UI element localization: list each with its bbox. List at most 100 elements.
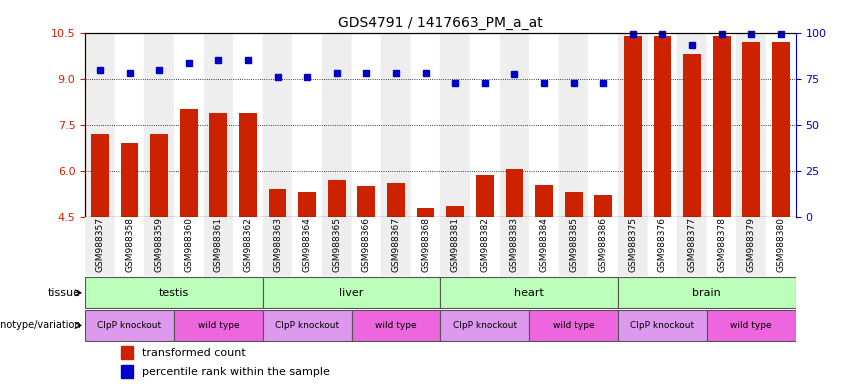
Bar bbox=[529, 310, 618, 341]
Text: testis: testis bbox=[159, 288, 189, 298]
Bar bbox=[648, 33, 677, 217]
Bar bbox=[417, 208, 435, 217]
Text: GSM988378: GSM988378 bbox=[717, 217, 726, 272]
Bar bbox=[351, 310, 441, 341]
Text: GSM988380: GSM988380 bbox=[776, 217, 785, 272]
Bar bbox=[565, 192, 582, 217]
Text: GSM988383: GSM988383 bbox=[510, 217, 519, 272]
Bar bbox=[505, 169, 523, 217]
Bar bbox=[446, 206, 464, 217]
Text: GSM988357: GSM988357 bbox=[95, 217, 105, 272]
Bar bbox=[263, 310, 351, 341]
Bar bbox=[263, 277, 441, 308]
Bar bbox=[766, 217, 796, 276]
Bar bbox=[559, 217, 588, 276]
Text: GSM988365: GSM988365 bbox=[332, 217, 341, 272]
Bar bbox=[293, 33, 322, 217]
Text: GSM988384: GSM988384 bbox=[540, 217, 549, 272]
Bar bbox=[174, 217, 203, 276]
Bar bbox=[713, 36, 730, 217]
Bar bbox=[677, 33, 707, 217]
Bar bbox=[85, 310, 174, 341]
Bar bbox=[381, 33, 411, 217]
Bar bbox=[174, 310, 263, 341]
Bar bbox=[322, 33, 351, 217]
Bar bbox=[121, 346, 134, 359]
Text: ClpP knockout: ClpP knockout bbox=[98, 321, 162, 330]
Bar bbox=[707, 217, 736, 276]
Text: GSM988367: GSM988367 bbox=[391, 217, 401, 272]
Bar bbox=[707, 310, 796, 341]
Bar bbox=[263, 33, 293, 217]
Bar bbox=[529, 33, 559, 217]
Bar bbox=[441, 217, 470, 276]
Bar bbox=[180, 109, 197, 217]
Bar bbox=[588, 217, 618, 276]
Text: GSM988376: GSM988376 bbox=[658, 217, 667, 272]
Bar bbox=[683, 54, 701, 217]
Bar bbox=[470, 33, 500, 217]
Bar bbox=[145, 217, 174, 276]
Bar bbox=[594, 195, 612, 217]
Text: GSM988364: GSM988364 bbox=[303, 217, 311, 272]
Text: GSM988363: GSM988363 bbox=[273, 217, 282, 272]
Text: brain: brain bbox=[693, 288, 722, 298]
Bar bbox=[618, 277, 796, 308]
Text: wild type: wild type bbox=[553, 321, 595, 330]
Text: GSM988362: GSM988362 bbox=[243, 217, 253, 272]
Text: GSM988385: GSM988385 bbox=[569, 217, 578, 272]
Bar bbox=[742, 42, 760, 217]
Bar bbox=[411, 217, 441, 276]
Bar bbox=[351, 33, 381, 217]
Bar bbox=[529, 217, 559, 276]
Text: GSM988379: GSM988379 bbox=[747, 217, 756, 272]
Bar bbox=[298, 192, 316, 217]
Bar bbox=[209, 113, 227, 217]
Text: GSM988366: GSM988366 bbox=[362, 217, 371, 272]
Text: GSM988386: GSM988386 bbox=[599, 217, 608, 272]
Bar bbox=[624, 36, 642, 217]
Text: wild type: wild type bbox=[197, 321, 239, 330]
Bar bbox=[293, 217, 322, 276]
Bar bbox=[328, 180, 346, 217]
Bar bbox=[677, 217, 707, 276]
Bar bbox=[441, 310, 529, 341]
Bar bbox=[411, 33, 441, 217]
Bar bbox=[233, 217, 263, 276]
Bar bbox=[500, 33, 529, 217]
Bar bbox=[322, 217, 351, 276]
Bar bbox=[648, 217, 677, 276]
Bar bbox=[351, 217, 381, 276]
Bar bbox=[174, 33, 203, 217]
Text: GSM988368: GSM988368 bbox=[421, 217, 430, 272]
Bar bbox=[269, 189, 287, 217]
Bar bbox=[357, 186, 375, 217]
Text: genotype/variation: genotype/variation bbox=[0, 320, 81, 331]
Bar bbox=[654, 36, 671, 217]
Bar bbox=[441, 277, 618, 308]
Bar bbox=[387, 183, 405, 217]
Bar bbox=[203, 217, 233, 276]
Text: transformed count: transformed count bbox=[142, 348, 246, 358]
Text: ClpP knockout: ClpP knockout bbox=[453, 321, 517, 330]
Text: GSM988375: GSM988375 bbox=[628, 217, 637, 272]
Bar bbox=[618, 217, 648, 276]
Bar bbox=[381, 217, 411, 276]
Bar bbox=[588, 33, 618, 217]
Bar bbox=[772, 42, 790, 217]
Bar bbox=[145, 33, 174, 217]
Bar bbox=[263, 217, 293, 276]
Text: GSM988377: GSM988377 bbox=[688, 217, 697, 272]
Bar bbox=[736, 217, 766, 276]
Bar bbox=[91, 134, 109, 217]
Bar bbox=[115, 217, 145, 276]
Bar bbox=[233, 33, 263, 217]
Bar bbox=[535, 185, 553, 217]
Bar bbox=[85, 33, 115, 217]
Text: ClpP knockout: ClpP knockout bbox=[631, 321, 694, 330]
Bar bbox=[151, 134, 168, 217]
Bar bbox=[121, 143, 139, 217]
Text: wild type: wild type bbox=[730, 321, 772, 330]
Bar bbox=[559, 33, 588, 217]
Bar bbox=[470, 217, 500, 276]
